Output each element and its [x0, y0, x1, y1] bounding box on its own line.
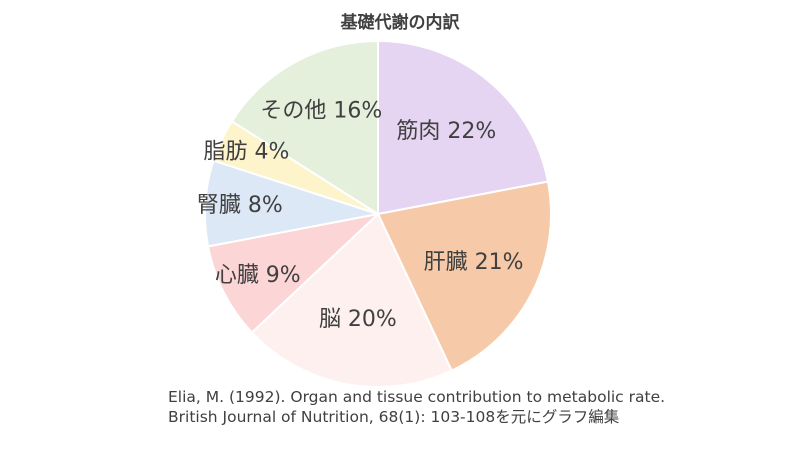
pie-slice-heart	[206, 212, 382, 334]
pie-label-muscle: 筋肉 22%	[396, 119, 496, 144]
source-citation: Elia, M. (1992). Organ and tissue contri…	[168, 388, 666, 426]
pie-slice-brain	[250, 212, 453, 388]
pie-label-kidney: 腎臓 8%	[197, 193, 283, 218]
pie-label-fat: 脂肪 4%	[204, 140, 290, 165]
pie-slice-liver	[376, 180, 552, 372]
pie-slices	[204, 39, 552, 388]
pie-label-liver: 肝臓 21%	[424, 250, 524, 275]
chart-title: 基礎代謝の内訳	[340, 13, 460, 33]
pie-label-heart: 心臓 9%	[215, 263, 301, 288]
pie-labels: 筋肉 22% 肝臓 21% 脳 20% 心臓 9% 腎臓 8% 脂肪 4% その他 16%	[197, 98, 524, 331]
pie-slice-other	[230, 39, 379, 216]
pie-slice-muscle	[377, 39, 550, 216]
pie-label-other: その他 16%	[260, 98, 382, 123]
pie-label-brain: 脳 20%	[319, 307, 397, 332]
